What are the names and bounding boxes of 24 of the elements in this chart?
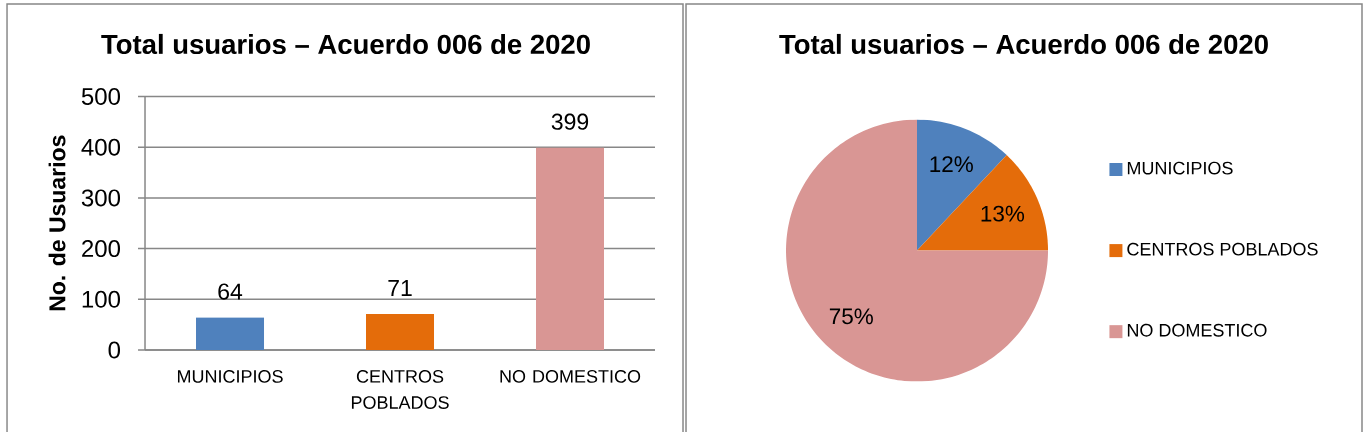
y-tick-label: 0 — [108, 341, 121, 359]
y-tick-label: 500 — [81, 88, 121, 105]
legend-label: NO DOMESTICO — [1127, 323, 1267, 337]
y-tick-label: 200 — [82, 240, 121, 258]
data-label: 71 — [388, 280, 412, 296]
bar — [536, 147, 604, 350]
x-tick-label: CENTROS POBLADOS — [351, 370, 449, 409]
data-label: 64 — [218, 283, 243, 300]
y-tick-label: 100 — [82, 290, 121, 308]
x-tick-label: NO DOMESTICO — [500, 370, 641, 383]
bar — [196, 317, 265, 350]
legend-label: CENTROS POBLADOS — [1127, 242, 1318, 256]
data-label: 399 — [551, 113, 589, 130]
chart-title: Total usuarios – Acuerdo 006 de 2020 — [779, 33, 1268, 55]
x-tick-label: MUNICIPIOS — [177, 370, 283, 383]
data-label: 75% — [829, 308, 873, 325]
bar — [366, 313, 435, 350]
data-label: 13% — [981, 205, 1025, 222]
y-axis-title: No. de Usuarios — [48, 135, 66, 311]
chart-title: Total usuarios – Acuerdo 006 de 2020 — [101, 33, 590, 55]
data-label: 12% — [930, 156, 973, 173]
y-tick-label: 300 — [81, 189, 121, 207]
y-tick-label: 400 — [81, 138, 121, 156]
legend-label: MUNICIPIOS — [1127, 161, 1233, 175]
